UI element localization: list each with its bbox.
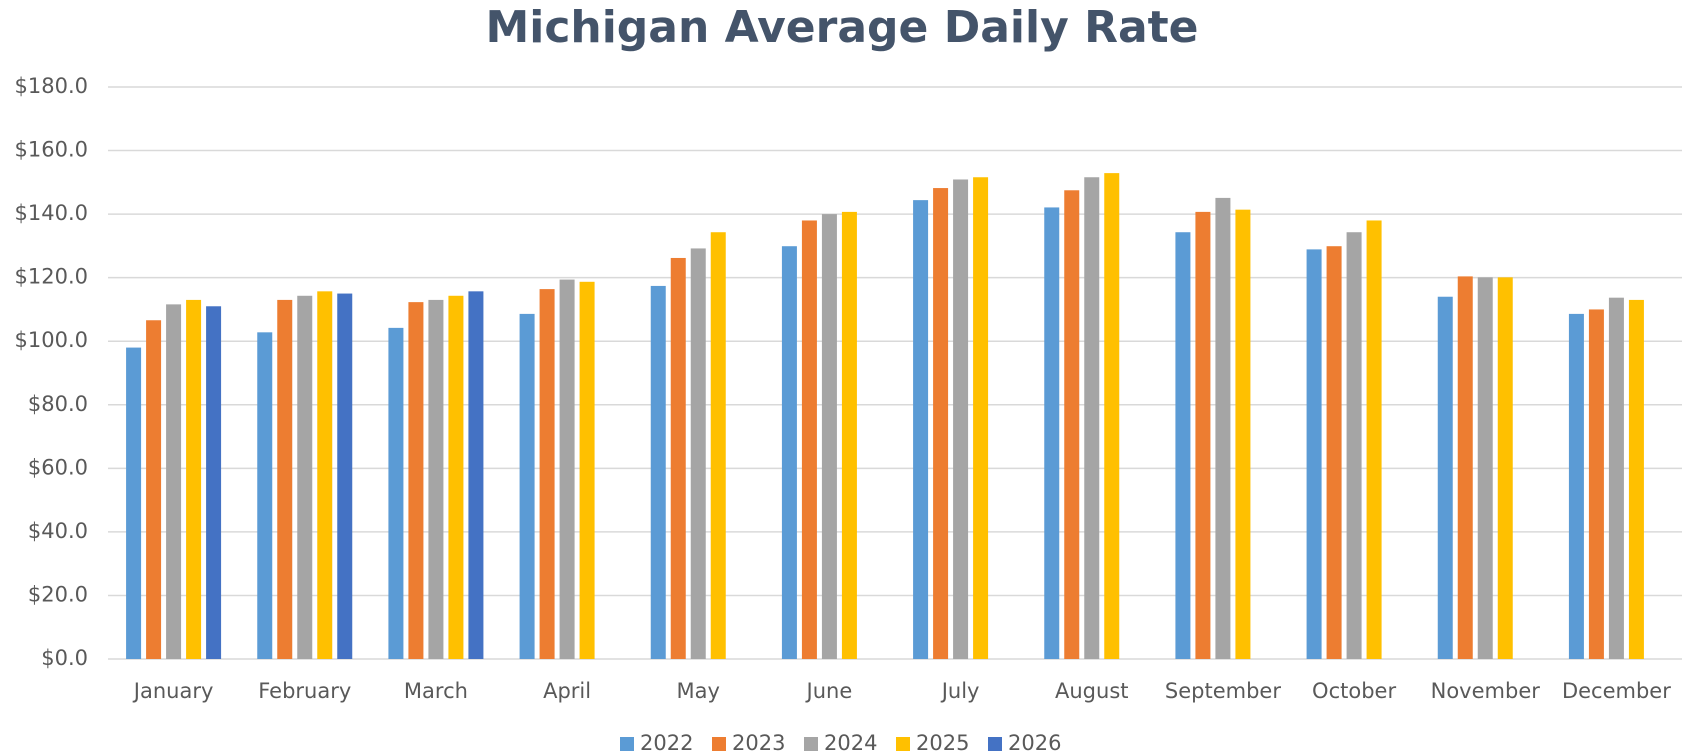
bar: [841, 211, 857, 660]
chart-title: Michigan Average Daily Rate: [485, 2, 1198, 53]
y-tick-label: $180.0: [15, 74, 88, 98]
x-tick-label: December: [1562, 679, 1671, 703]
bar: [448, 295, 464, 659]
legend-label: 2022: [640, 731, 693, 755]
bar: [297, 295, 313, 659]
bar: [166, 304, 182, 659]
bar: [913, 200, 929, 659]
bar: [317, 291, 333, 659]
bar: [408, 302, 424, 659]
bar: [468, 291, 484, 659]
bar: [337, 293, 353, 659]
x-tick-label: November: [1431, 679, 1541, 703]
x-tick-label: March: [404, 679, 468, 703]
bar: [206, 306, 222, 659]
x-tick-label: September: [1165, 679, 1281, 703]
bar: [1064, 190, 1080, 659]
bar: [388, 327, 404, 659]
bar: [1608, 297, 1624, 659]
bar: [1588, 309, 1604, 659]
y-tick-label: $20.0: [28, 582, 88, 606]
y-tick-label: $0.0: [41, 646, 88, 670]
bar: [1215, 197, 1231, 659]
legend-label: 2024: [824, 731, 877, 755]
bar: [579, 281, 595, 659]
x-tick-label: August: [1055, 679, 1129, 703]
bar: [1437, 296, 1453, 659]
x-tick-label: May: [677, 679, 720, 703]
x-tick-label: January: [132, 679, 214, 703]
y-tick-label: $100.0: [15, 328, 88, 352]
legend-swatch: [712, 737, 726, 751]
y-tick-label: $80.0: [28, 392, 88, 416]
bar: [781, 246, 797, 659]
bar: [1104, 173, 1120, 659]
bar: [1175, 232, 1191, 660]
y-tick-label: $140.0: [15, 201, 88, 225]
x-tick-label: April: [543, 679, 591, 703]
bar: [277, 299, 293, 659]
bar: [257, 332, 273, 659]
legend-swatch: [896, 737, 910, 751]
legend-label: 2025: [916, 731, 969, 755]
y-tick-label: $60.0: [28, 455, 88, 479]
legend-label: 2026: [1008, 731, 1061, 755]
bar: [1366, 220, 1382, 659]
bar: [428, 299, 444, 659]
bar: [973, 177, 989, 659]
bar: [1628, 299, 1644, 659]
x-tick-label: June: [805, 679, 853, 703]
bar: [933, 188, 949, 659]
legend-swatch: [804, 737, 818, 751]
y-tick-label: $160.0: [15, 138, 88, 162]
bar: [539, 289, 555, 659]
bar: [519, 313, 535, 659]
bar: [670, 257, 686, 659]
bar: [1568, 313, 1584, 659]
bar: [126, 347, 142, 659]
x-tick-label: October: [1312, 679, 1396, 703]
bar: [710, 232, 726, 660]
bar: [186, 299, 202, 659]
legend-swatch: [620, 737, 634, 751]
bar: [1235, 209, 1251, 659]
bar: [821, 214, 837, 659]
bar: [1195, 211, 1211, 660]
bar: [953, 179, 969, 659]
bar: [1084, 177, 1100, 659]
legend-label: 2023: [732, 731, 785, 755]
bar: [559, 279, 575, 659]
legend-swatch: [988, 737, 1002, 751]
bar: [1346, 232, 1362, 660]
bar: [1306, 249, 1322, 659]
y-tick-label: $40.0: [28, 519, 88, 543]
bar: [1457, 276, 1473, 659]
bar: [801, 220, 817, 659]
bar: [1326, 246, 1342, 659]
x-tick-label: February: [258, 679, 351, 703]
x-tick-label: July: [940, 679, 980, 703]
bar: [1497, 277, 1513, 659]
bar: [1477, 277, 1493, 659]
bar: [1044, 207, 1060, 659]
bar: [650, 285, 666, 659]
y-tick-label: $120.0: [15, 265, 88, 289]
bar: [690, 248, 706, 660]
bar: [146, 320, 162, 659]
